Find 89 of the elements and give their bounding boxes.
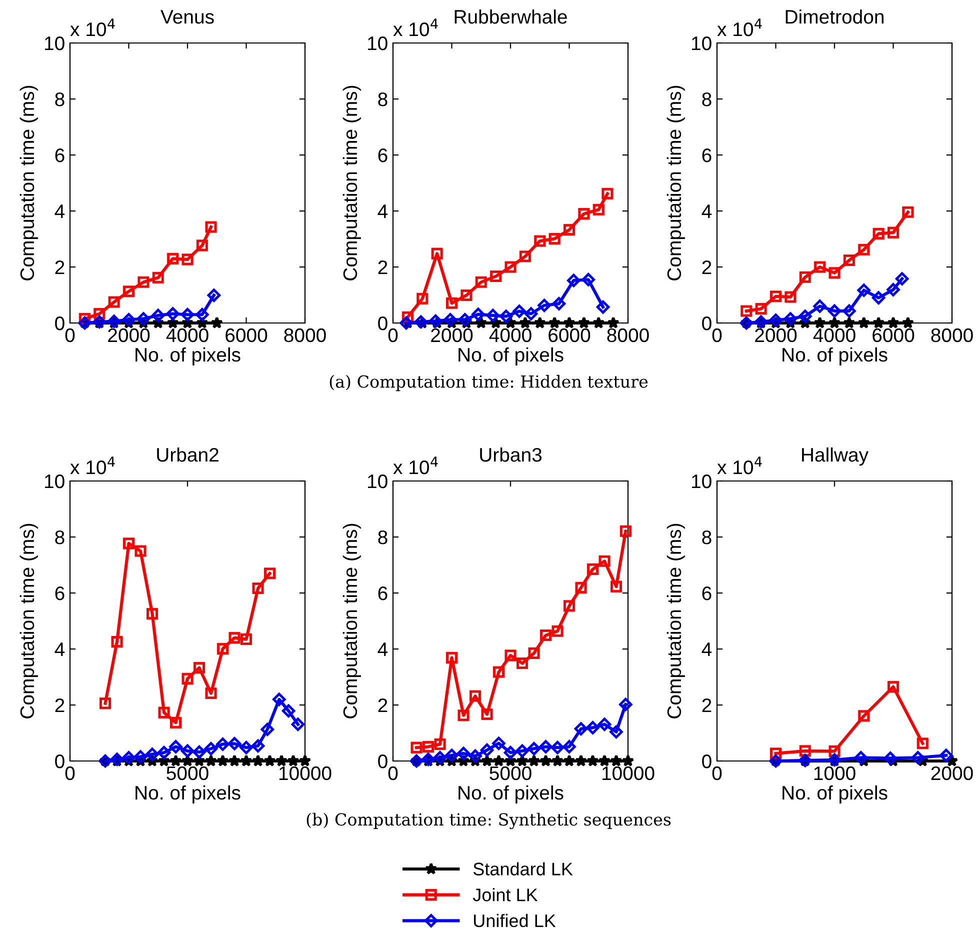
y-axis-title: Computation time (ms) (342, 86, 361, 280)
x-tick-label: 0 (388, 766, 398, 780)
y-tick-label: 8 (378, 92, 388, 106)
y-tick-label: 10 (692, 36, 712, 50)
x-tick-label: 5000 (166, 766, 208, 780)
x-axis-title: No. of pixels (458, 785, 564, 804)
y-tick-label: 2 (378, 260, 388, 274)
y-tick-label: 2 (702, 698, 712, 712)
x-tick-label: 5000 (490, 766, 532, 780)
x-tick-label: 8000 (607, 328, 649, 342)
y-tick-label: 0 (378, 316, 388, 330)
chart-title: Venus (160, 10, 214, 24)
y-tick-label: 6 (378, 586, 388, 600)
y-tick-label: 4 (378, 204, 388, 218)
x-tick-label: 0 (65, 766, 75, 780)
chart-title: Rubberwhale (454, 9, 567, 24)
x-tick-label: 6000 (226, 328, 268, 342)
x-tick-label: 2000 (108, 328, 150, 342)
x-axis-title: No. of pixels (782, 347, 888, 366)
y-tick-label: 0 (702, 754, 712, 768)
y-tick-label: 2 (702, 260, 712, 274)
x-axis-title: No. of pixels (782, 785, 888, 804)
text: x 10$^{4}$ (393, 18, 438, 36)
y-tick-label: 6 (55, 148, 64, 162)
y-tick-label: 6 (702, 586, 712, 600)
y-tick-label: 2 (55, 260, 64, 274)
y-axis-title: Computation time (ms) (666, 524, 685, 718)
x-tick-label: 4000 (166, 328, 208, 342)
y-tick-label: 10 (368, 474, 388, 488)
chart-title: Hallway (802, 447, 868, 466)
y-tick-label: 8 (378, 530, 388, 544)
x-tick-label: 4000 (813, 328, 856, 342)
text: x 10$^{4}$ (70, 456, 115, 474)
y-tick-label: 6 (55, 586, 64, 600)
x-tick-label: 0 (712, 766, 722, 780)
x-tick-label: 0 (388, 328, 398, 342)
chart-title: Dimetrodon (786, 9, 884, 24)
text: x 10$^{4}$ (393, 456, 438, 474)
y-tick-label: 2 (55, 698, 64, 712)
y-tick-label: 6 (702, 148, 712, 162)
x-tick-label: 0 (65, 328, 75, 342)
y-tick-label: 0 (55, 754, 64, 768)
x-axis-title: No. of pixels (458, 347, 564, 366)
x-tick-label: 1000 (814, 766, 856, 780)
x-axis-title: No. of pixels (136, 347, 240, 366)
x-tick-label: 6000 (548, 328, 590, 342)
y-tick-label: 4 (378, 642, 388, 656)
x-tick-label: 8000 (931, 328, 973, 342)
y-tick-label: 8 (702, 530, 712, 544)
chart-title: Urban3 (480, 447, 542, 462)
text: x 10$^{4}$ (717, 18, 762, 36)
y-axis-title: Computation time (ms) (20, 86, 38, 280)
x-tick-label: 2000 (431, 328, 473, 342)
y-tick-label: 10 (368, 36, 388, 50)
y-tick-label: 0 (378, 754, 388, 768)
y-axis-title: Computation time (ms) (666, 86, 685, 280)
x-tick-label: 10000 (279, 766, 332, 780)
y-tick-label: 8 (702, 92, 712, 106)
y-tick-label: 8 (55, 92, 64, 106)
y-tick-label: 10 (44, 36, 64, 50)
y-tick-label: 8 (55, 530, 64, 544)
legend-label: Standard LK (473, 862, 573, 876)
x-tick-label: 8000 (284, 328, 326, 342)
text: x 10$^{4}$ (70, 18, 115, 36)
y-tick-label: 2 (378, 698, 388, 712)
y-tick-label: 10 (44, 474, 64, 488)
legend-label: Joint LK (472, 888, 538, 902)
x-tick-label: 2000 (755, 328, 797, 342)
chart-title: Urban2 (157, 447, 218, 462)
text: (b) Computation time: Synthetic sequences (306, 812, 671, 830)
text: x 10$^{4}$ (717, 456, 762, 474)
legend-label: Unified LK (474, 914, 556, 928)
y-tick-label: 4 (54, 204, 65, 218)
y-axis-title: Computation time (ms) (20, 524, 38, 718)
y-tick-label: 4 (54, 642, 65, 656)
y-tick-label: 4 (702, 642, 712, 656)
y-tick-label: 6 (378, 148, 388, 162)
x-tick-label: 10000 (602, 766, 654, 780)
y-tick-label: 4 (702, 204, 712, 218)
x-tick-label: 6000 (872, 328, 914, 342)
x-tick-label: 2000 (931, 766, 973, 780)
x-tick-label: 0 (712, 328, 722, 342)
text: (a) Computation time: Hidden texture (330, 374, 648, 392)
y-tick-label: 0 (702, 316, 712, 330)
y-tick-label: 0 (55, 316, 64, 330)
x-axis-title: No. of pixels (136, 785, 240, 804)
y-tick-label: 10 (692, 474, 712, 488)
x-tick-label: 4000 (489, 328, 532, 342)
y-axis-title: Computation time (ms) (342, 524, 361, 718)
